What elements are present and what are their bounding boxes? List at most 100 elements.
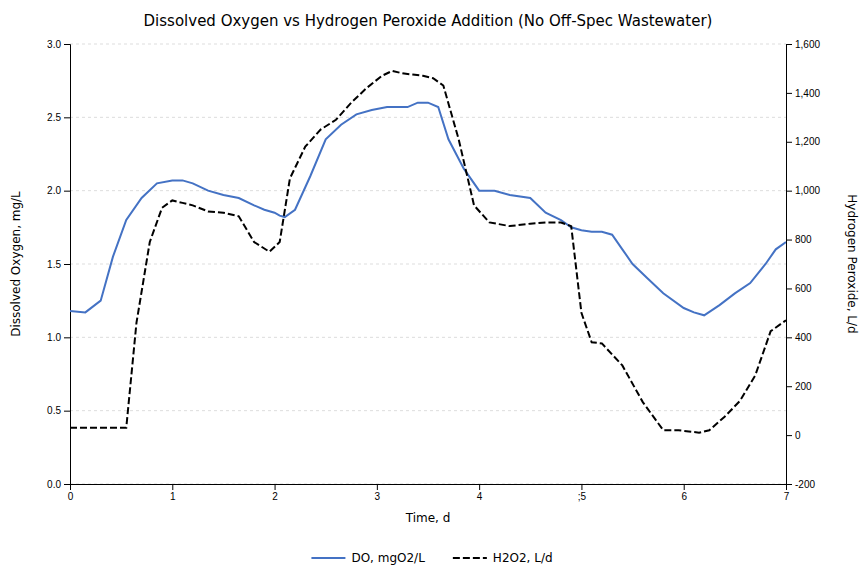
tick-label: 0 (795, 430, 801, 441)
tick-mark (64, 337, 70, 338)
tick: 0 (68, 484, 74, 502)
legend: DO, mgO2/L H2O2, L/d (311, 551, 552, 565)
tick-mark (786, 337, 792, 338)
tick-mark (64, 484, 70, 485)
y-axis-title: Dissolved Oxygen, mg/L (9, 191, 23, 337)
tick: 3.0 (47, 39, 70, 50)
tick-mark (786, 142, 792, 143)
grid-line (70, 44, 786, 45)
x-axis-title: Time, d (405, 511, 451, 525)
tick-label: 7 (784, 491, 790, 502)
tick-label: 1,400 (795, 88, 820, 99)
tick-label: 0 (68, 491, 74, 502)
tick: 1,000 (786, 185, 820, 196)
tick-label: 2.0 (47, 185, 61, 196)
axis-line (787, 45, 793, 485)
tick-mark (786, 44, 792, 45)
tick-mark (786, 93, 792, 94)
legend-item: DO, mgO2/L (311, 551, 425, 565)
tick: 1,400 (786, 88, 820, 99)
tick: ;5 (578, 484, 587, 502)
tick: 2.5 (47, 112, 70, 123)
tick-mark (64, 264, 70, 265)
tick-label: 1.5 (47, 259, 61, 270)
legend-swatch (311, 557, 345, 559)
tick-mark (786, 240, 792, 241)
tick-label: 0.5 (47, 405, 61, 416)
tick-label: 2.5 (47, 112, 61, 123)
tick-label: 200 (795, 381, 812, 392)
legend-swatch (453, 557, 487, 559)
tick-label: 4 (477, 491, 483, 502)
tick-mark (786, 191, 792, 192)
chart: 0 1 2 3 4 ;5 6 7 0.0 0.5 1.0 1.5 2.0 2.5 3.0 -200 0 200 40… (0, 0, 864, 576)
grid-line (70, 410, 786, 411)
x-axis: 0 1 2 3 4 ;5 6 7 (68, 484, 790, 502)
tick: 2 (272, 484, 278, 502)
axis-line (71, 485, 787, 491)
tick-label: 1,200 (795, 136, 820, 147)
y2-axis-title: Hydrogen Peroxide, L/d (845, 194, 859, 333)
legend-label: DO, mgO2/L (351, 551, 425, 565)
tick: 0.0 (47, 479, 70, 490)
grid-line (70, 117, 786, 118)
tick: 1 (170, 484, 176, 502)
tick: -200 (786, 479, 815, 490)
y-axis: 0.0 0.5 1.0 1.5 2.0 2.5 3.0 (47, 39, 70, 490)
tick-label: 1,600 (795, 39, 820, 50)
tick-mark (64, 191, 70, 192)
tick: 800 (786, 234, 812, 245)
tick: 7 (784, 484, 790, 502)
tick-label: 2 (272, 491, 278, 502)
axis-line (64, 45, 71, 485)
series-line (70, 71, 786, 433)
tick-mark (275, 484, 276, 490)
tick-label: 3.0 (47, 39, 61, 50)
legend-item: H2O2, L/d (453, 551, 553, 565)
series-line (70, 103, 786, 316)
title: Dissolved Oxygen vs Hydrogen Peroxide Ad… (144, 12, 713, 30)
tick-label: 800 (795, 234, 812, 245)
tick-mark (479, 484, 480, 490)
tick-label: 600 (795, 283, 812, 294)
tick-label: 6 (681, 491, 687, 502)
tick-label: 1 (170, 491, 176, 502)
tick: 0 (786, 430, 801, 441)
tick-mark (64, 44, 70, 45)
tick-mark (786, 288, 792, 289)
tick-mark (64, 411, 70, 412)
tick-mark (786, 484, 792, 485)
tick-label: 1,000 (795, 185, 820, 196)
tick: 1.0 (47, 332, 70, 343)
tick: 600 (786, 283, 812, 294)
y2-axis: -200 0 200 400 600 800 1,000 1,200 1,400 1,600 (786, 39, 820, 490)
legend-label: H2O2, L/d (493, 551, 553, 565)
lines (70, 71, 786, 433)
tick: 200 (786, 381, 812, 392)
plot: 0 1 2 3 4 ;5 6 7 0.0 0.5 1.0 1.5 2.0 2.5 3.0 -200 0 200 40… (47, 39, 820, 502)
tick: 0.5 (47, 405, 70, 416)
tick: 1,200 (786, 136, 820, 147)
tick: 3 (375, 484, 381, 502)
tick-mark (786, 435, 792, 436)
tick: 1.5 (47, 259, 70, 270)
tick: 1,600 (786, 39, 820, 50)
tick-mark (581, 484, 582, 490)
tick: 2.0 (47, 185, 70, 196)
tick: 4 (477, 484, 483, 502)
grid-line (70, 190, 786, 191)
tick-label: -200 (795, 479, 815, 490)
tick-label: 0.0 (47, 479, 61, 490)
grid (70, 44, 786, 484)
grid-line (70, 337, 786, 338)
tick: 400 (786, 332, 812, 343)
tick-label: ;5 (578, 491, 587, 502)
tick-label: 3 (375, 491, 381, 502)
grid-line (70, 264, 786, 265)
tick-mark (64, 117, 70, 118)
tick-mark (172, 484, 173, 490)
tick-mark (786, 386, 792, 387)
tick-mark (684, 484, 685, 490)
tick-label: 400 (795, 332, 812, 343)
tick-mark (377, 484, 378, 490)
